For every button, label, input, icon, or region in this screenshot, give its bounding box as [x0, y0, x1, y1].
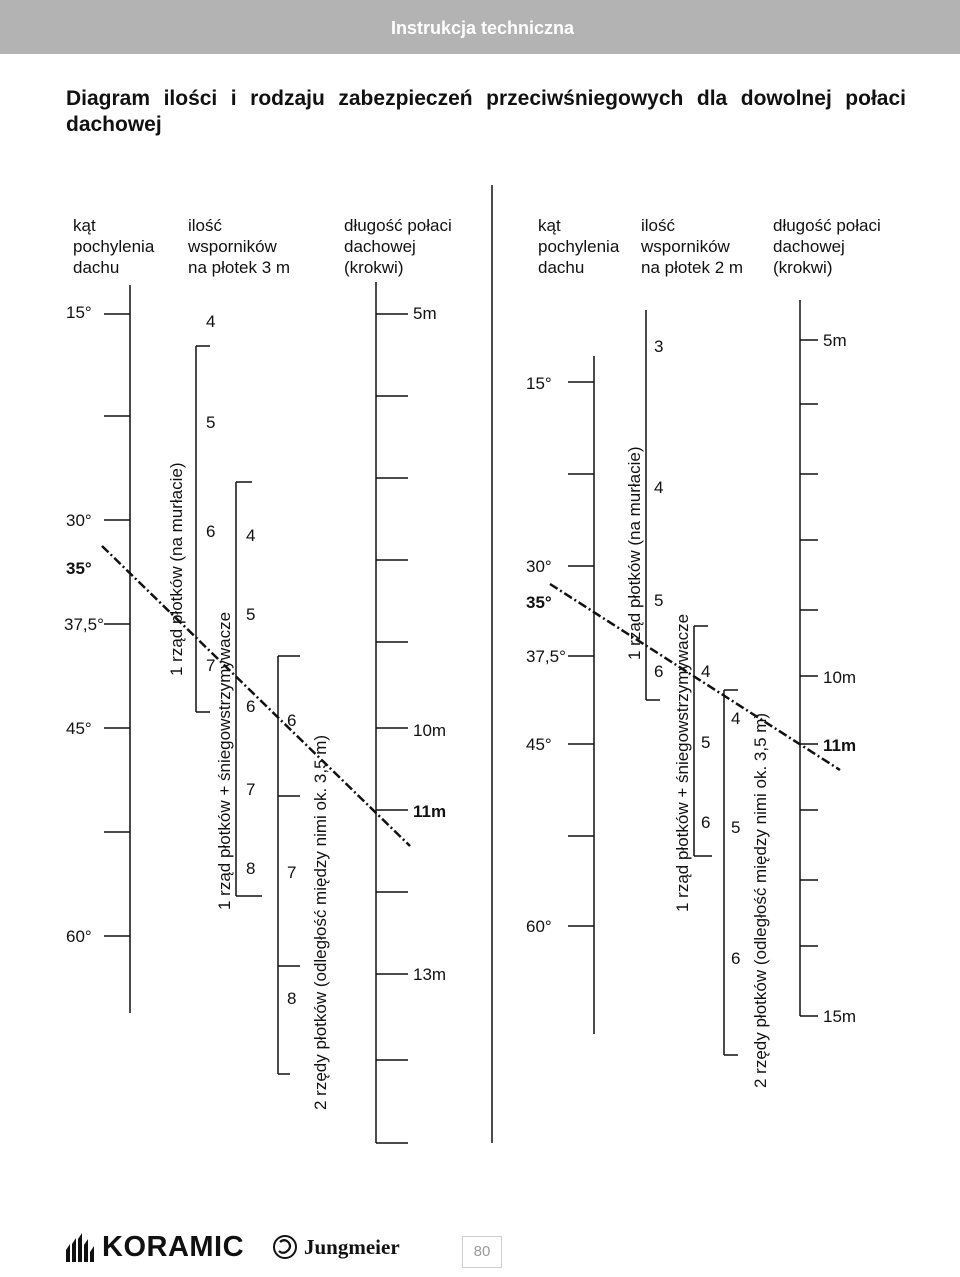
jungmeier-logo-text: Jungmeier — [304, 1234, 400, 1259]
left-label-row2: 1 rząd płotków + śniegowstrzymywacze — [215, 612, 234, 910]
right-row1-value-5: 5 — [654, 591, 663, 610]
right-header-angle-3: dachu — [538, 258, 584, 277]
right-example-line — [549, 582, 841, 772]
right-length-11m: 11m — [823, 736, 856, 755]
left-row3-value-8: 8 — [287, 989, 296, 1008]
left-angle-37-5: 37,5° — [64, 615, 104, 634]
left-angle-35: 35° — [66, 559, 92, 578]
right-row1-value-4: 4 — [654, 478, 663, 497]
right-header-length-1: długość połaci — [773, 216, 881, 235]
right-length-10m: 10m — [823, 668, 856, 687]
left-label-row1: 1 rząd płotków (na murłacie) — [167, 462, 186, 676]
right-row3-value-4: 4 — [731, 709, 740, 728]
left-example-line — [101, 545, 411, 847]
left-header-angle-2: pochylenia — [73, 237, 155, 256]
jungmeier-logo: Jungmeier — [272, 1234, 400, 1260]
right-label-row2: 1 rząd płotków + śniegowstrzymywacze — [673, 614, 692, 912]
left-angle-60: 60° — [66, 927, 92, 946]
header-bar: Instrukcja techniczna — [0, 0, 960, 54]
right-row2-value-4: 4 — [701, 662, 710, 681]
left-angle-30: 30° — [66, 511, 92, 530]
left-row2-value-7: 7 — [246, 780, 255, 799]
left-header-count-2: wsporników — [187, 237, 278, 256]
left-header-angle-1: kąt — [73, 216, 96, 235]
footer: KORAMIC Jungmeier 80 — [0, 1230, 960, 1277]
right-header-count-1: ilość — [641, 216, 676, 235]
right-label-row1: 1 rząd płotków (na murłacie) — [625, 446, 644, 660]
left-angle-scale — [104, 285, 131, 1013]
right-row3-value-5: 5 — [731, 818, 740, 837]
left-label-row3: 2 rzędy płotków (odległość między nimi o… — [311, 735, 330, 1110]
left-header-length-1: długość połaci — [344, 216, 452, 235]
right-angle-scale — [568, 356, 595, 1034]
right-length-15m: 15m — [823, 1007, 856, 1026]
left-row2-scale — [235, 481, 262, 897]
page-title: Diagram ilości i rodzaju zabezpieczeń pr… — [66, 87, 906, 136]
left-header-count-3: na płotek 3 m — [188, 258, 290, 277]
jungmeier-mark-icon — [273, 1235, 297, 1259]
right-panel: kąt pochylenia dachu ilość wsporników na… — [526, 216, 881, 1088]
right-label-row3: 2 rzędy płotków (odległość między nimi o… — [751, 713, 770, 1088]
left-row1-value-7: 7 — [206, 656, 215, 675]
left-header-count-1: ilość — [188, 216, 223, 235]
page-number: 80 — [462, 1236, 502, 1268]
left-row3-value-7: 7 — [287, 863, 296, 882]
right-angle-60: 60° — [526, 917, 552, 936]
left-row1-scale — [195, 345, 210, 713]
right-angle-30: 30° — [526, 557, 552, 576]
right-row2-value-6: 6 — [701, 813, 710, 832]
left-row2-value-5: 5 — [246, 605, 255, 624]
left-row3-scale — [277, 655, 300, 1075]
right-angle-45: 45° — [526, 735, 552, 754]
left-row2-value-6: 6 — [246, 697, 255, 716]
left-length-10m: 10m — [413, 721, 446, 740]
left-row1-value-5: 5 — [206, 413, 215, 432]
left-length-5m: 5m — [413, 304, 437, 323]
right-angle-35: 35° — [526, 593, 552, 612]
right-header-length-3: (krokwi) — [773, 258, 833, 277]
right-header-count-2: wsporników — [640, 237, 731, 256]
right-header-angle-2: pochylenia — [538, 237, 620, 256]
left-length-13m: 13m — [413, 965, 446, 984]
left-angle-15: 15° — [66, 303, 92, 322]
right-header-length-2: dachowej — [773, 237, 845, 256]
right-row1-scale — [645, 310, 660, 701]
left-row2-value-8: 8 — [246, 859, 255, 878]
left-row2-value-4: 4 — [246, 526, 255, 545]
koramic-mark-icon — [66, 1233, 94, 1262]
right-row2-value-5: 5 — [701, 733, 710, 752]
left-header-angle-3: dachu — [73, 258, 119, 277]
koramic-logo: KORAMIC — [64, 1230, 244, 1264]
right-row2-scale — [693, 625, 712, 857]
right-length-5m: 5m — [823, 331, 847, 350]
left-angle-45: 45° — [66, 719, 92, 738]
koramic-logo-text: KORAMIC — [102, 1230, 245, 1263]
left-length-scale — [375, 282, 408, 1144]
left-length-11m: 11m — [413, 802, 446, 821]
right-angle-37-5: 37,5° — [526, 647, 566, 666]
right-row3-value-6: 6 — [731, 949, 740, 968]
left-row1-value-4: 4 — [206, 312, 215, 331]
left-header-length-2: dachowej — [344, 237, 416, 256]
right-row1-value-6: 6 — [654, 662, 663, 681]
right-row3-scale — [723, 689, 738, 1056]
left-row3-value-6: 6 — [287, 711, 296, 730]
right-header-angle-1: kąt — [538, 216, 561, 235]
left-panel: kąt pochylenia dachu ilość wsporników na… — [64, 216, 452, 1144]
right-angle-15: 15° — [526, 374, 552, 393]
left-row1-value-6: 6 — [206, 522, 215, 541]
right-row1-value-3: 3 — [654, 337, 663, 356]
header-title: Instrukcja techniczna — [390, 18, 574, 38]
left-header-length-3: (krokwi) — [344, 258, 404, 277]
right-length-scale — [799, 300, 818, 1017]
right-header-count-3: na płotek 2 m — [641, 258, 743, 277]
